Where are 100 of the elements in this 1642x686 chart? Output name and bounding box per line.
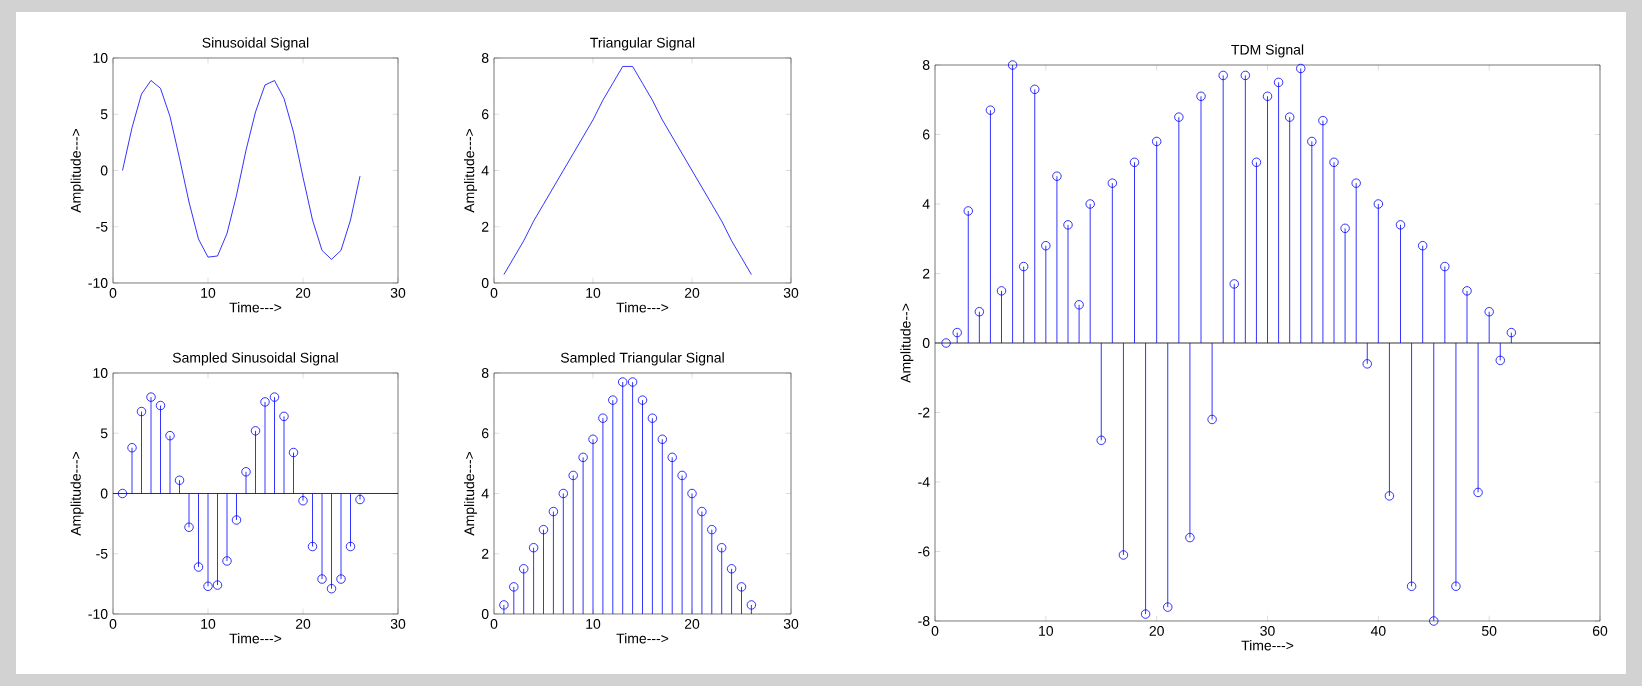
point [1262,91,1273,101]
point [1019,261,1029,272]
x-tick-label: 50 [1481,625,1497,636]
x-tick-label: 20 [295,287,311,298]
point [538,524,549,535]
point [588,434,598,444]
point [1451,581,1461,591]
x-tick-label: 30 [783,618,799,629]
point [677,470,687,481]
point [355,494,365,505]
x-tick-label: 40 [1370,625,1386,636]
point [1174,112,1184,122]
chart-title: TDM Signal [1231,44,1304,58]
y-tick-label: 5 [100,109,108,120]
y-tick-label: 10 [93,53,108,63]
x-tick-label: 0 [109,618,117,629]
point [1007,60,1018,70]
point [1063,220,1073,230]
x-tick-label: 20 [684,287,700,298]
y-tick-label: 8 [481,368,489,378]
point [212,580,223,590]
point [1163,602,1173,612]
point [184,522,194,532]
x-tick-label: 30 [783,287,799,298]
point [117,488,128,499]
point [1185,532,1195,543]
y-tick-label: 8 [922,60,930,70]
x-axis-title: Time---> [616,633,669,644]
x-tick-label: 30 [390,287,406,298]
y-tick-label: -5 [96,221,108,232]
point [260,397,270,407]
point [241,467,251,477]
point [1395,220,1406,230]
point [146,392,156,402]
point [1107,178,1118,188]
point [647,413,658,423]
line-series [122,80,361,260]
point [667,452,677,463]
point [637,395,648,405]
point [578,452,588,463]
point [627,377,638,387]
point [1462,286,1472,296]
point [519,564,529,574]
point [193,562,204,572]
point [548,506,559,517]
x-axis-title: Time---> [229,633,282,644]
y-tick-label: 0 [481,278,489,288]
point [269,392,280,402]
point [136,406,147,417]
point [1218,70,1228,81]
point [155,400,166,411]
point [222,556,232,566]
x-tick-label: 60 [1592,625,1608,636]
x-tick-label: 0 [490,618,498,629]
point [174,475,185,485]
point [1473,487,1483,498]
point [687,488,697,499]
x-tick-label: 30 [1260,625,1275,636]
x-tick-label: 20 [1149,625,1164,636]
point [1251,157,1262,167]
x-axis-title: Time---> [229,302,282,313]
x-tick-label: 0 [490,287,498,298]
point [697,506,707,517]
y-tick-label: 2 [482,221,489,232]
point [1118,550,1129,560]
x-tick-label: 20 [684,618,700,629]
point [974,307,985,317]
point [1307,136,1317,147]
y-axis-title: Amplitude---> [70,128,84,213]
point [1129,157,1140,167]
x-tick-label: 10 [586,618,601,629]
y-tick-label: -5 [96,548,108,559]
y-tick-label: 0 [922,338,930,348]
y-tick-label: -4 [918,477,930,487]
y-tick-label: 0 [100,488,108,499]
point [1030,84,1040,94]
point [127,443,137,453]
point [726,564,737,574]
chart-title: Sampled Sinusoidal Signal [172,352,338,366]
y-tick-label: 2 [923,268,930,279]
point [1340,223,1350,233]
x-tick-label: 0 [931,625,939,636]
point [317,574,327,584]
point [618,377,628,387]
point [1152,136,1162,147]
point [1362,359,1372,369]
point [1207,414,1217,425]
y-tick-label: -6 [918,546,930,557]
y-axis-title: Amplitude--> [900,303,914,383]
point [985,105,996,115]
y-tick-label: 10 [93,368,108,378]
point [717,543,727,553]
x-tick-label: 0 [109,287,117,298]
y-tick-label: 6 [923,129,930,140]
point [736,582,747,592]
point [345,541,356,552]
x-tick-label: 10 [1039,625,1054,636]
y-axis-title: Amplitude---> [463,451,478,536]
point [509,582,519,592]
point [608,395,618,405]
